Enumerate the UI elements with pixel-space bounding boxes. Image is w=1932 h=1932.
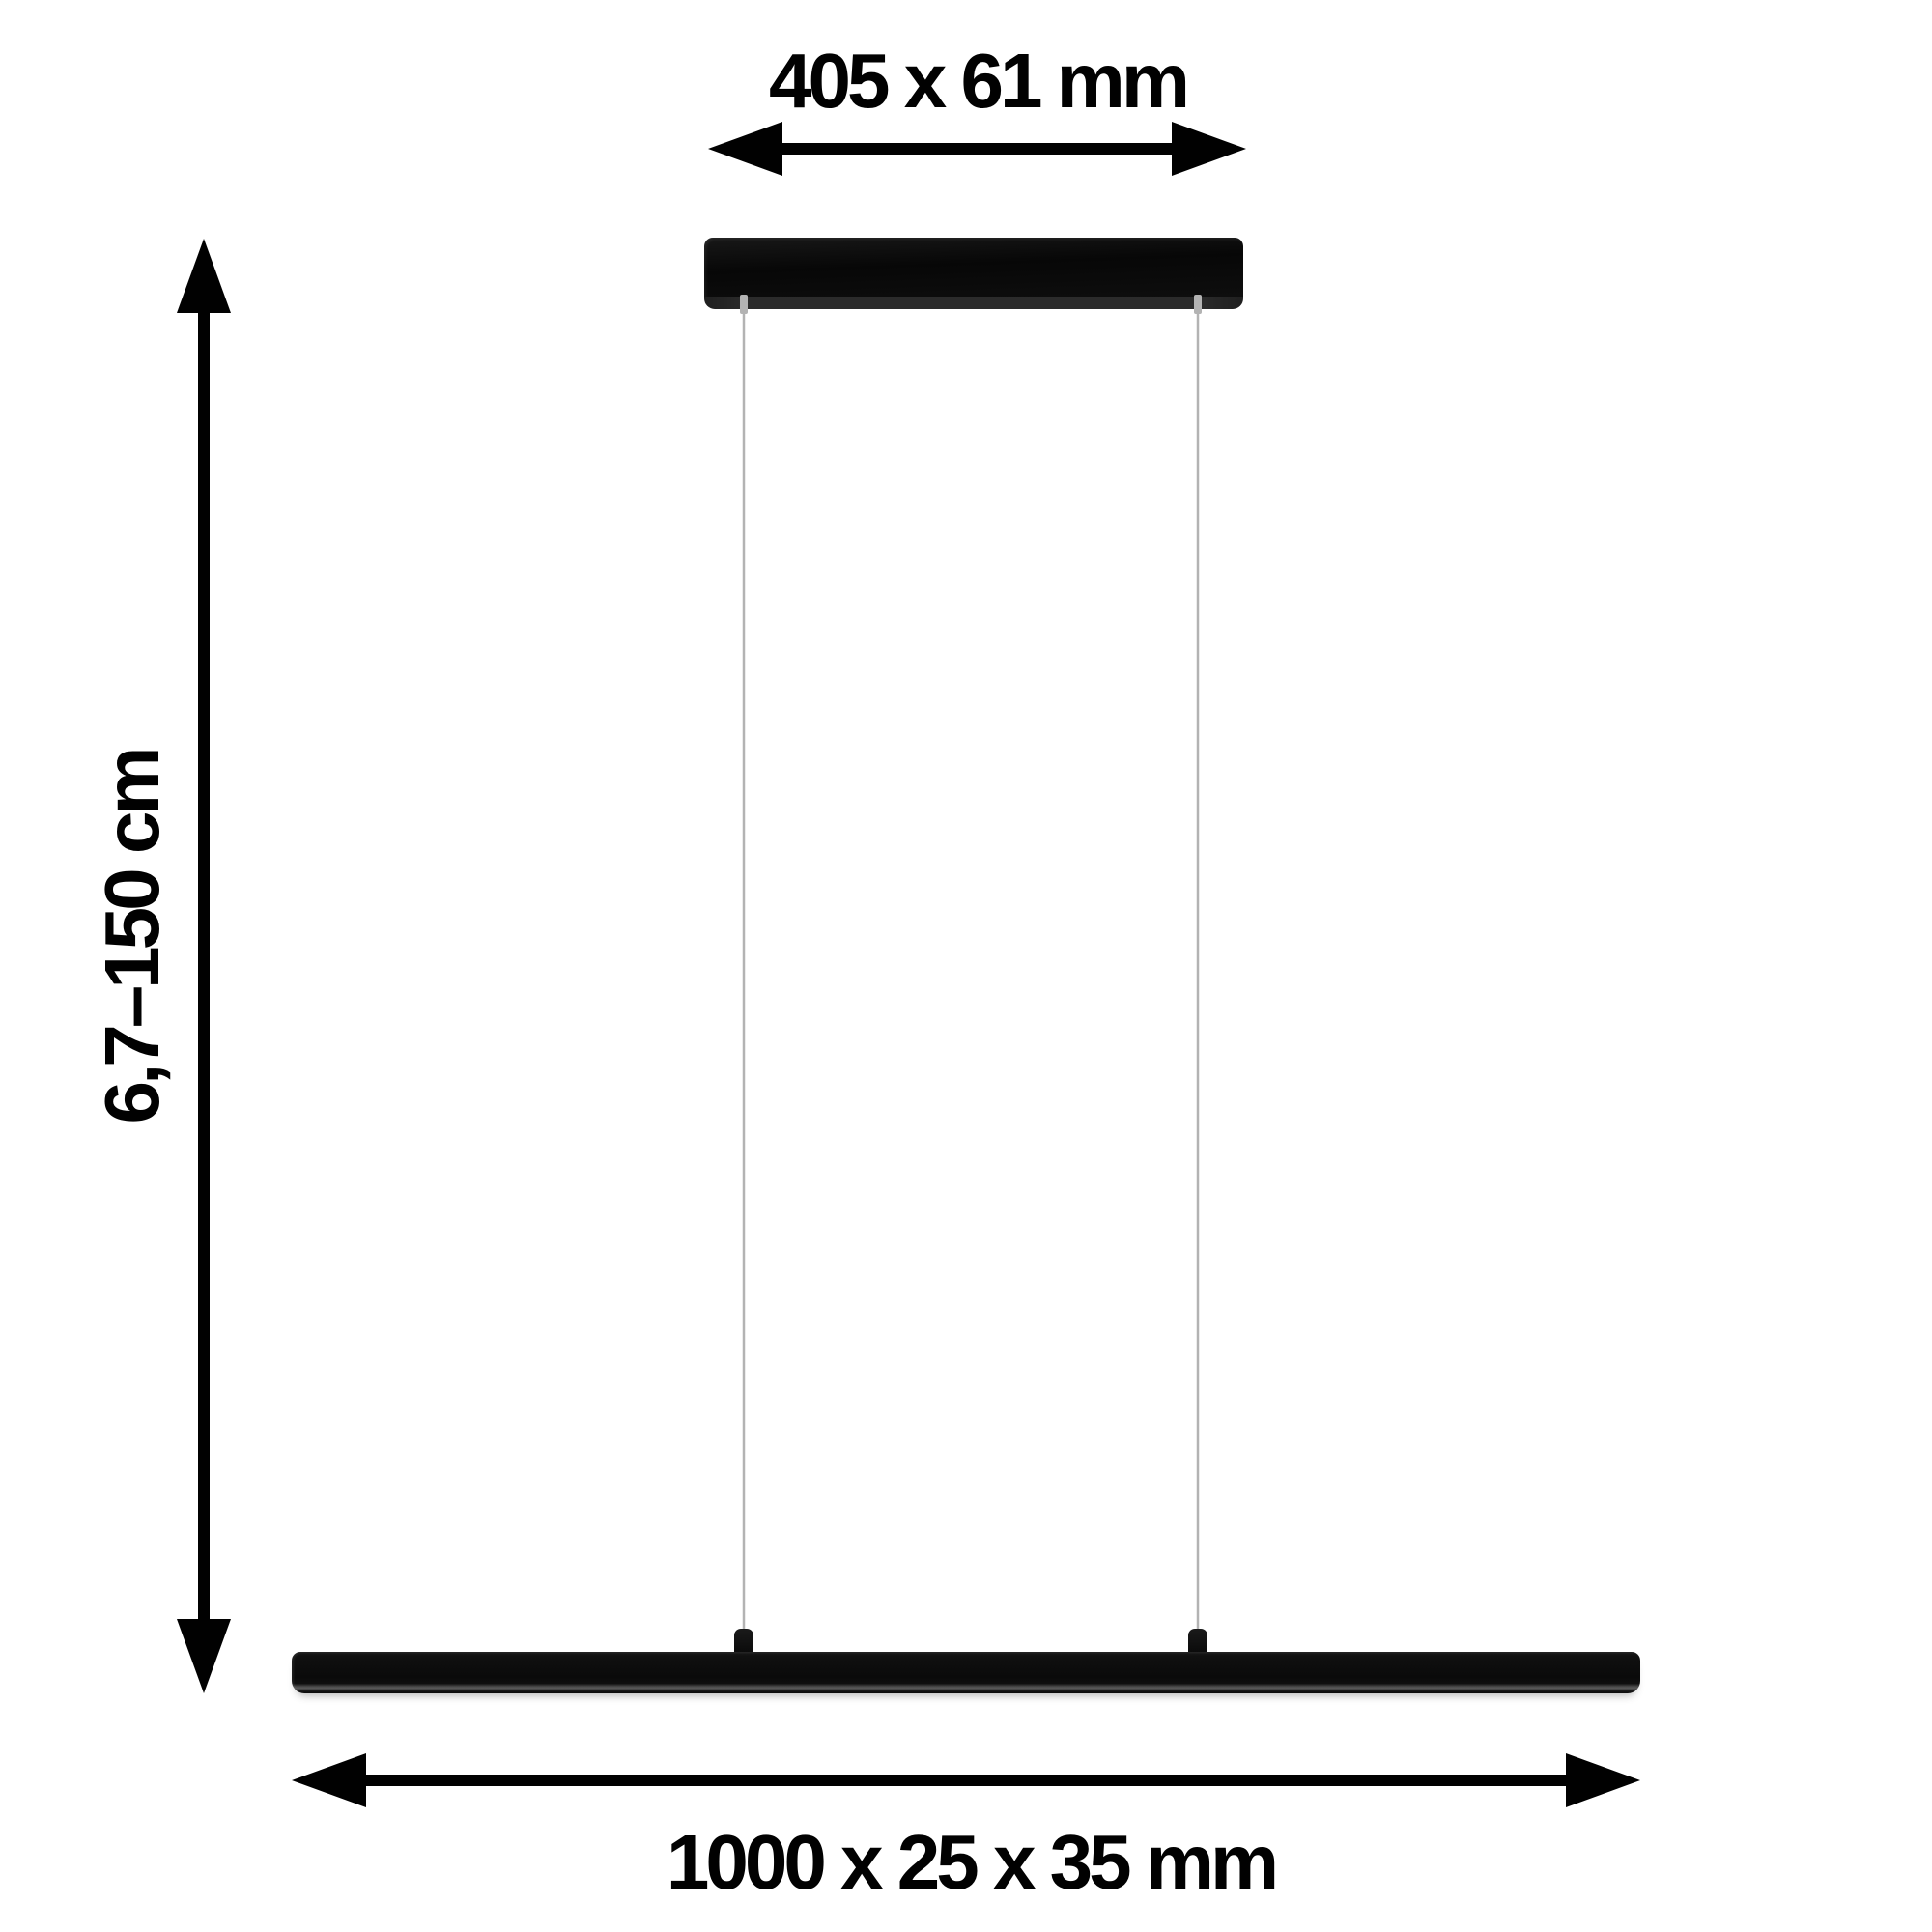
canopy-width-arrow [708,122,1246,176]
wire-ferrule-right [1194,295,1202,314]
canopy-width-arrowhead-left [708,122,782,176]
ceiling-canopy [704,238,1243,309]
canopy-size-label: 405 x 61 mm [769,38,1190,124]
bar-length-arrow [292,1753,1640,1807]
wire-connector-left [734,1629,753,1654]
ceiling-canopy-lip [704,297,1243,309]
bar-size-label: 1000 x 25 x 35 mm [666,1819,1279,1905]
height-range-arrowhead-top [177,239,231,313]
canopy-width-arrowhead-right [1172,122,1246,176]
suspension-wires [742,307,1200,1634]
light-bar [292,1652,1640,1693]
height-range-arrowhead-bottom [177,1619,231,1693]
ceiling-canopy-body [704,238,1243,297]
wire-connector-right [1188,1629,1208,1654]
wire-ferrule-left [740,295,748,314]
suspension-height-label: 6,7–150 cm [89,750,175,1124]
bar-length-arrowhead-left [292,1753,366,1807]
height-range-arrow [177,239,231,1693]
bar-length-arrowhead-right [1566,1753,1640,1807]
